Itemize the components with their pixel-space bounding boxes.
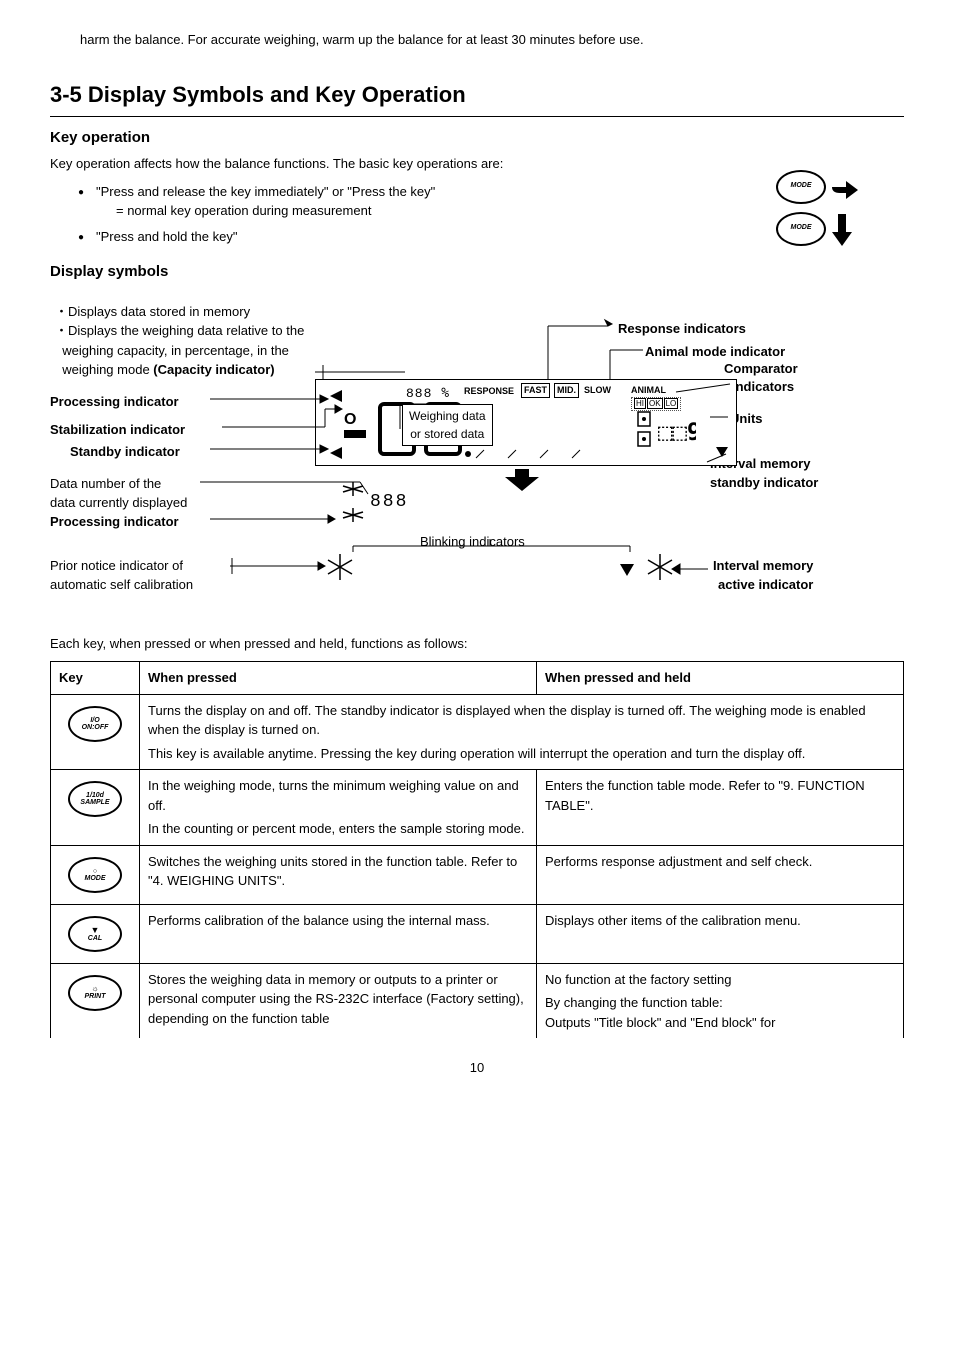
mode-pressed: Switches the weighing units stored in th… bbox=[140, 845, 537, 904]
print-key-icon: ☼PRINT bbox=[68, 975, 122, 1011]
key-function-table: Key When pressed When pressed and held I… bbox=[50, 661, 904, 1038]
hold-arrow-icon bbox=[828, 212, 854, 248]
key-icon-illustration: MODE MODE bbox=[776, 170, 864, 248]
bullet1-line2: = normal key operation during measuremen… bbox=[96, 201, 371, 221]
print-held: No function at the factory setting By ch… bbox=[537, 963, 904, 1038]
intro-line: harm the balance. For accurate weighing,… bbox=[50, 30, 904, 50]
key-onoff-cell: I/OON:OFF bbox=[51, 694, 140, 770]
key-operation-heading: Key operation bbox=[50, 127, 904, 150]
sample-pressed: In the weighing mode, turns the minimum … bbox=[140, 770, 537, 846]
connector-lines bbox=[50, 294, 850, 604]
cal-key-icon: ▼CAL bbox=[68, 916, 122, 952]
th-key: Key bbox=[51, 662, 140, 695]
onoff-p1: Turns the display on and off. The standb… bbox=[148, 701, 895, 740]
cal-held: Displays other items of the calibration … bbox=[537, 904, 904, 963]
th-held: When pressed and held bbox=[537, 662, 904, 695]
heading-rule bbox=[50, 116, 904, 117]
page-number: 10 bbox=[50, 1058, 904, 1078]
mode-button-icon: MODE bbox=[776, 170, 826, 204]
table-intro: Each key, when pressed or when pressed a… bbox=[50, 634, 904, 654]
key-print-cell: ☼PRINT bbox=[51, 963, 140, 1038]
onoff-p2: This key is available anytime. Pressing … bbox=[148, 744, 895, 764]
key-mode-cell: ○MODE bbox=[51, 845, 140, 904]
sample-p2: In the counting or percent mode, enters … bbox=[148, 819, 528, 839]
bullet1-line1: "Press and release the key immediately" … bbox=[96, 184, 435, 199]
sample-p1: In the weighing mode, turns the minimum … bbox=[148, 776, 528, 815]
mode-key-icon: ○MODE bbox=[68, 857, 122, 893]
onoff-key-icon: I/OON:OFF bbox=[68, 706, 122, 742]
display-diagram: ・Displays data stored in memory ・Display… bbox=[50, 294, 904, 604]
section-heading: 3-5 Display Symbols and Key Operation bbox=[50, 78, 904, 111]
th-pressed: When pressed bbox=[140, 662, 537, 695]
display-symbols-heading: Display symbols bbox=[50, 261, 904, 284]
press-arrow-icon bbox=[828, 174, 864, 200]
print-h3: Outputs "Title block" and "End block" fo… bbox=[545, 1013, 895, 1033]
key-sample-cell: 1/10dSAMPLE bbox=[51, 770, 140, 846]
print-pressed: Stores the weighing data in memory or ou… bbox=[140, 963, 537, 1038]
onoff-desc: Turns the display on and off. The standb… bbox=[140, 694, 904, 770]
mode-button-icon-2: MODE bbox=[776, 212, 826, 246]
mode-held: Performs response adjustment and self ch… bbox=[537, 845, 904, 904]
print-h2: By changing the function table: bbox=[545, 993, 895, 1013]
cal-pressed: Performs calibration of the balance usin… bbox=[140, 904, 537, 963]
sample-held: Enters the function table mode. Refer to… bbox=[537, 770, 904, 846]
sample-key-icon: 1/10dSAMPLE bbox=[68, 781, 122, 817]
print-h1: No function at the factory setting bbox=[545, 970, 895, 990]
key-cal-cell: ▼CAL bbox=[51, 904, 140, 963]
